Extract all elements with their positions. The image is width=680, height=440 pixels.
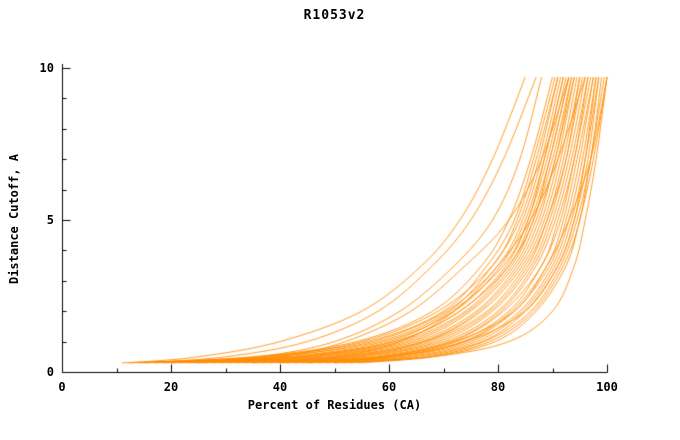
x-tick-label: 80 <box>490 380 506 394</box>
y-tick-label: 5 <box>46 213 54 227</box>
y-tick-label: 10 <box>39 61 54 75</box>
chart-title: R1053v2 <box>303 8 366 23</box>
x-tick-label: 20 <box>163 380 179 394</box>
x-tick-label: 40 <box>272 380 288 394</box>
y-tick-label: 0 <box>46 365 54 379</box>
x-tick-label: 100 <box>596 380 618 394</box>
x-tick-label: 60 <box>381 380 397 394</box>
x-axis-label: Percent of Residues (CA) <box>247 398 422 412</box>
x-tick-label: 0 <box>58 380 66 394</box>
y-axis-label: Distance Cutoff, A <box>7 153 21 285</box>
